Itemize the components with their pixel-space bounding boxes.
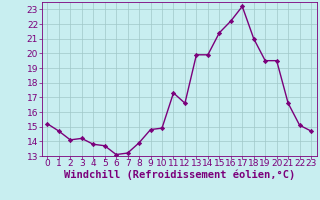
X-axis label: Windchill (Refroidissement éolien,°C): Windchill (Refroidissement éolien,°C) (64, 170, 295, 180)
